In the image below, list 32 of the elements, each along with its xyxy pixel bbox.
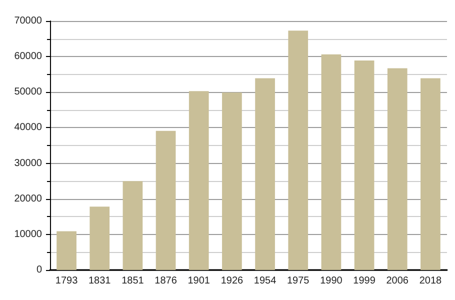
y-tick-label: 40000 (14, 122, 42, 134)
bar (188, 91, 209, 270)
y-tick-label: 70000 (14, 16, 42, 26)
bar (255, 78, 275, 270)
y-tick-label: 20000 (14, 193, 42, 204)
bar (90, 206, 110, 270)
x-tick-label: 1954 (254, 276, 277, 286)
x-tick-label: 1926 (220, 276, 244, 286)
x-tick-label: 2018 (419, 276, 442, 286)
y-tick-label: 60000 (14, 51, 42, 62)
bar (420, 78, 440, 270)
x-tick-label: 1999 (353, 276, 376, 286)
y-tick-label: 10000 (14, 228, 42, 240)
bar (321, 54, 342, 270)
x-tick-label: 1793 (55, 276, 78, 286)
y-tick-label: 0 (36, 264, 42, 276)
bar (354, 60, 374, 270)
x-tick-label: 1851 (122, 276, 144, 286)
bar (122, 181, 143, 270)
x-tick-label: 1990 (320, 276, 343, 286)
y-tick-label: 30000 (14, 158, 42, 169)
x-tick-label: 2006 (386, 276, 409, 286)
bar (288, 30, 308, 270)
y-tick-label: 50000 (14, 86, 42, 98)
x-tick-label: 1901 (188, 276, 210, 286)
x-tick-label: 1975 (287, 276, 310, 286)
bar (222, 92, 242, 270)
bar (56, 231, 76, 270)
bar (156, 130, 176, 270)
x-tick-label: 1876 (154, 276, 178, 286)
bar (387, 68, 408, 270)
x-tick-label: 1831 (88, 276, 112, 286)
